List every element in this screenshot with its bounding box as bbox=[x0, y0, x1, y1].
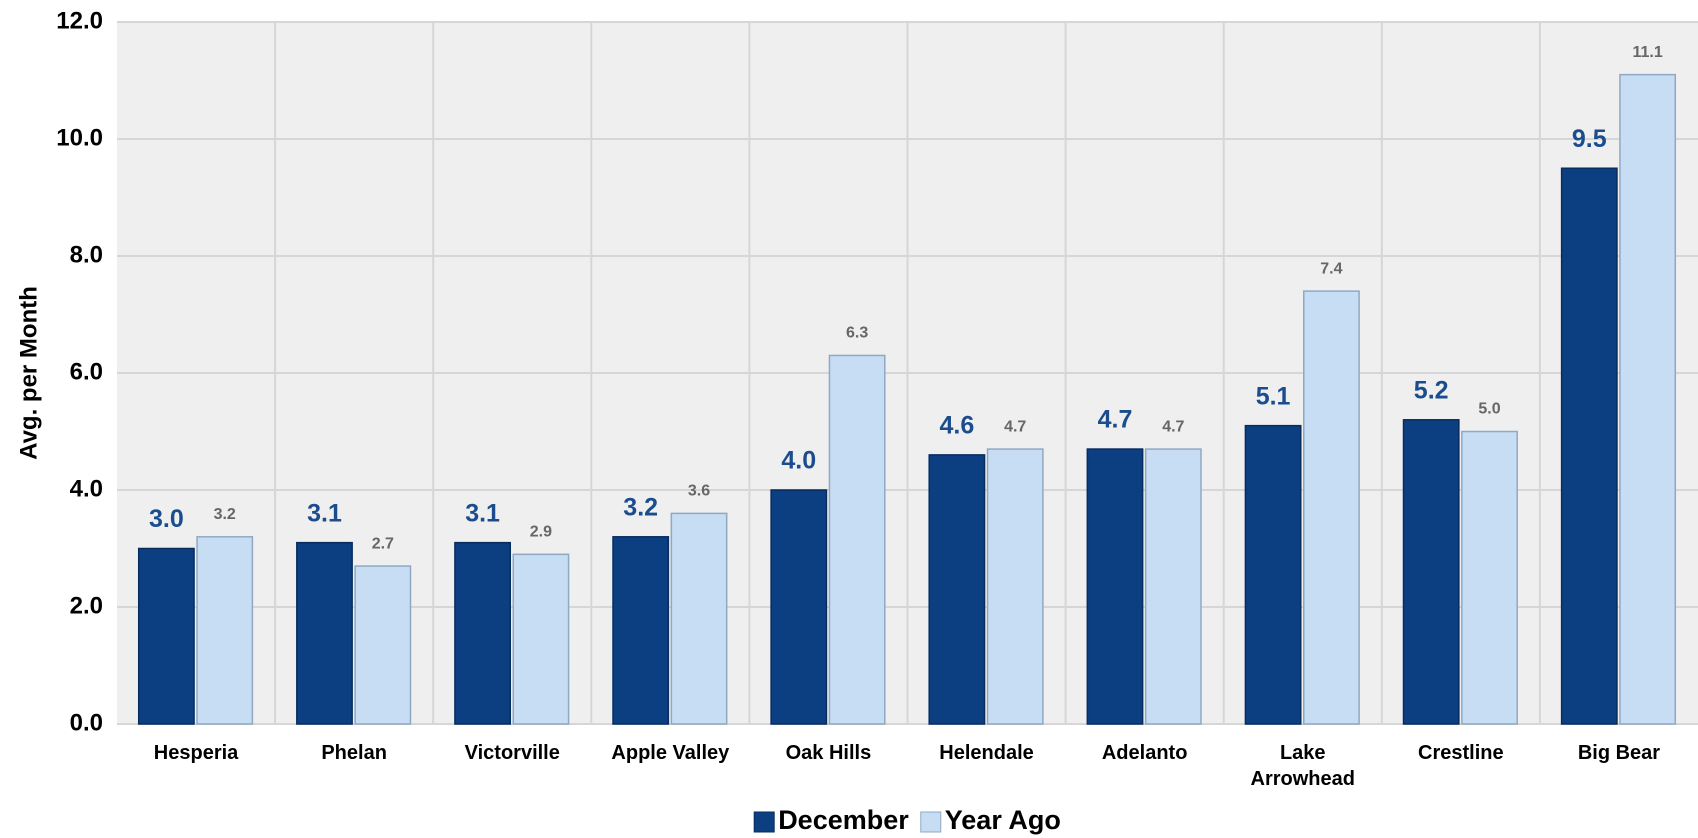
x-tick-label: Hesperia bbox=[153, 742, 239, 764]
x-tick-label: Crestline bbox=[1418, 742, 1504, 764]
data-label: 11.1 bbox=[1632, 44, 1662, 61]
x-tick-label: Adelanto bbox=[1101, 742, 1188, 764]
x-tick-label: Big Bear bbox=[1577, 742, 1661, 764]
data-label: 5.2 bbox=[1414, 376, 1449, 404]
data-label: 2.9 bbox=[530, 524, 552, 541]
bar bbox=[1402, 419, 1460, 725]
bar bbox=[670, 512, 728, 725]
legend-label: December bbox=[778, 805, 909, 835]
data-label: 4.7 bbox=[1162, 418, 1184, 435]
bar bbox=[512, 553, 570, 725]
bar bbox=[296, 541, 353, 725]
data-label: 3.1 bbox=[465, 499, 500, 527]
y-tick-label: 6.0 bbox=[70, 358, 103, 385]
y-tick-label: 12.0 bbox=[56, 7, 103, 34]
bar bbox=[1461, 430, 1518, 725]
data-label: 6.3 bbox=[846, 325, 868, 342]
data-label: 3.2 bbox=[623, 493, 658, 521]
data-label: 4.7 bbox=[1098, 406, 1133, 434]
data-label: 5.0 bbox=[1478, 401, 1500, 418]
x-tick-label: Phelan bbox=[321, 742, 387, 764]
x-tick-label: Helendale bbox=[939, 742, 1034, 764]
legend-label: Year Ago bbox=[945, 805, 1061, 835]
bar bbox=[454, 541, 512, 725]
data-label: 7.4 bbox=[1320, 260, 1342, 277]
bar bbox=[137, 547, 195, 725]
y-tick-label: 0.0 bbox=[70, 709, 103, 736]
data-label: 3.1 bbox=[307, 499, 342, 527]
x-tick-label: Lake Arrowhead bbox=[1250, 742, 1355, 790]
bar bbox=[196, 536, 254, 725]
bar bbox=[612, 536, 670, 725]
bar bbox=[986, 448, 1044, 725]
data-label: 3.0 bbox=[149, 505, 184, 533]
data-label: 4.0 bbox=[781, 447, 816, 475]
y-axis-label: Avg. per Month bbox=[15, 286, 42, 460]
bar bbox=[770, 489, 828, 725]
data-label: 4.6 bbox=[939, 412, 974, 440]
bar bbox=[1244, 424, 1302, 725]
y-tick-label: 8.0 bbox=[70, 241, 103, 268]
x-tick-label: Oak Hills bbox=[785, 742, 872, 764]
bar bbox=[828, 354, 886, 725]
data-label: 4.7 bbox=[1004, 418, 1026, 435]
x-tick-label: Apple Valley bbox=[611, 742, 730, 764]
data-label: 9.5 bbox=[1572, 125, 1607, 153]
y-tick-label: 4.0 bbox=[70, 475, 103, 502]
y-tick-label: 2.0 bbox=[70, 592, 103, 619]
data-label: 2.7 bbox=[372, 535, 394, 552]
bar bbox=[1144, 448, 1202, 725]
data-label: 5.1 bbox=[1256, 382, 1291, 410]
bar bbox=[1303, 290, 1360, 725]
legend-swatch bbox=[920, 811, 942, 833]
y-tick-label: 10.0 bbox=[56, 124, 103, 151]
x-tick-label: Victorville bbox=[464, 742, 560, 764]
data-label: 3.2 bbox=[214, 506, 236, 523]
legend-swatch bbox=[753, 811, 775, 833]
bar bbox=[1619, 73, 1677, 725]
bar bbox=[1560, 167, 1618, 725]
data-label: 3.6 bbox=[688, 483, 710, 500]
bar bbox=[354, 565, 412, 725]
bar bbox=[928, 454, 986, 725]
bar bbox=[1086, 448, 1144, 725]
